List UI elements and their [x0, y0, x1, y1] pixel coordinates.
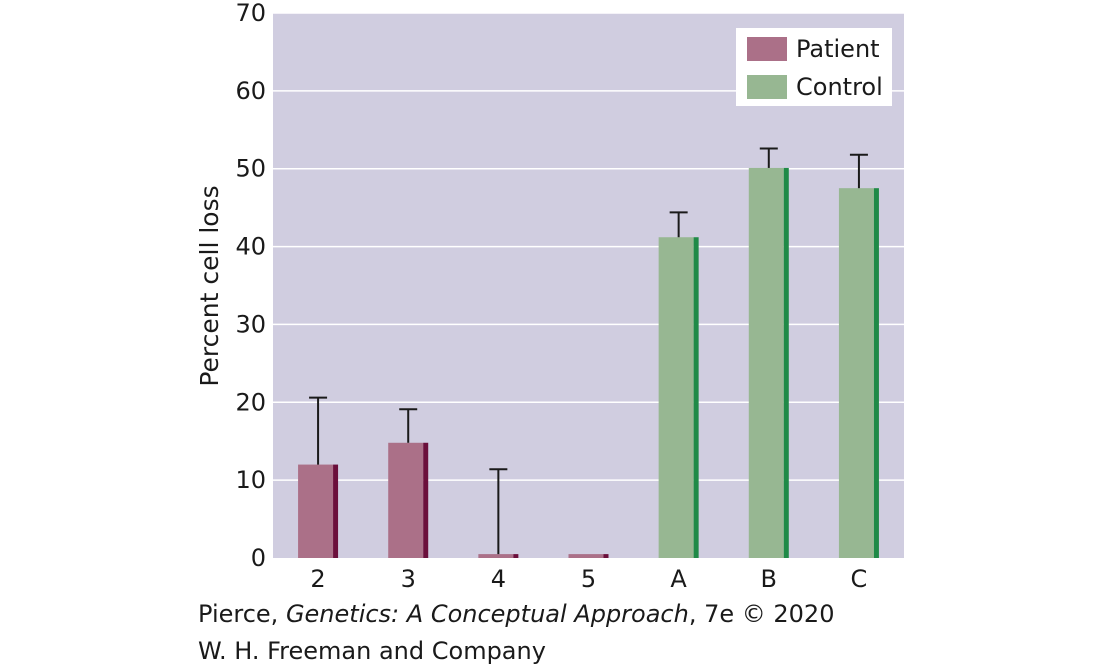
x-tick-label: 3 [401, 565, 416, 593]
y-tick-label: 20 [235, 388, 266, 416]
bars [298, 167, 879, 558]
credit-edition: , 7e © 2020 [688, 600, 835, 628]
bar-edge-A [693, 237, 699, 558]
credit-line-2: W. H. Freeman and Company [198, 637, 546, 665]
bar-C [838, 188, 874, 558]
y-tick-label: 10 [235, 466, 266, 494]
x-axis-ticks: 2 3 4 5 A B C [310, 565, 867, 593]
bar-4 [478, 554, 514, 558]
bar-edge-4 [513, 554, 519, 558]
credit-author: Pierce, [198, 600, 286, 628]
bar-chart: 0 10 20 30 40 50 60 70 2 3 4 5 A B C Percent cell los… [195, 0, 904, 593]
bar-edge-5 [603, 554, 609, 558]
y-axis-ticks: 0 10 20 30 40 50 60 70 [235, 0, 266, 572]
bar-edge-B [783, 167, 789, 558]
y-tick-label: 70 [235, 0, 266, 27]
error-bars [309, 147, 868, 555]
legend: Patient Control [736, 28, 892, 106]
x-tick-label: 2 [310, 565, 325, 593]
legend-label-control: Control [796, 73, 883, 101]
y-tick-label: 60 [235, 77, 266, 105]
x-tick-label: B [761, 565, 777, 593]
y-tick-label: 40 [235, 233, 266, 261]
credit-book-title: Genetics: A Conceptual Approach [285, 600, 689, 628]
x-tick-label: 5 [581, 565, 596, 593]
x-tick-label: 4 [491, 565, 506, 593]
y-tick-label: 0 [251, 544, 266, 572]
y-axis-label: Percent cell loss [195, 185, 224, 386]
y-tick-label: 30 [235, 310, 266, 338]
legend-swatch-patient [747, 37, 787, 61]
bar-3 [388, 442, 424, 558]
bar-edge-2 [333, 464, 339, 558]
bar-5 [568, 554, 604, 558]
bar-edge-C [873, 188, 879, 558]
y-tick-label: 50 [235, 155, 266, 183]
bar-B [748, 167, 784, 558]
bar-A [658, 237, 694, 558]
x-tick-label: A [670, 565, 687, 593]
bar-2 [298, 464, 334, 558]
legend-label-patient: Patient [796, 35, 880, 63]
x-tick-label: C [851, 565, 868, 593]
legend-swatch-control [747, 75, 787, 99]
credit-line-1: Pierce, Genetics: A Conceptual Approach,… [198, 600, 834, 628]
bar-edge-3 [423, 442, 429, 558]
